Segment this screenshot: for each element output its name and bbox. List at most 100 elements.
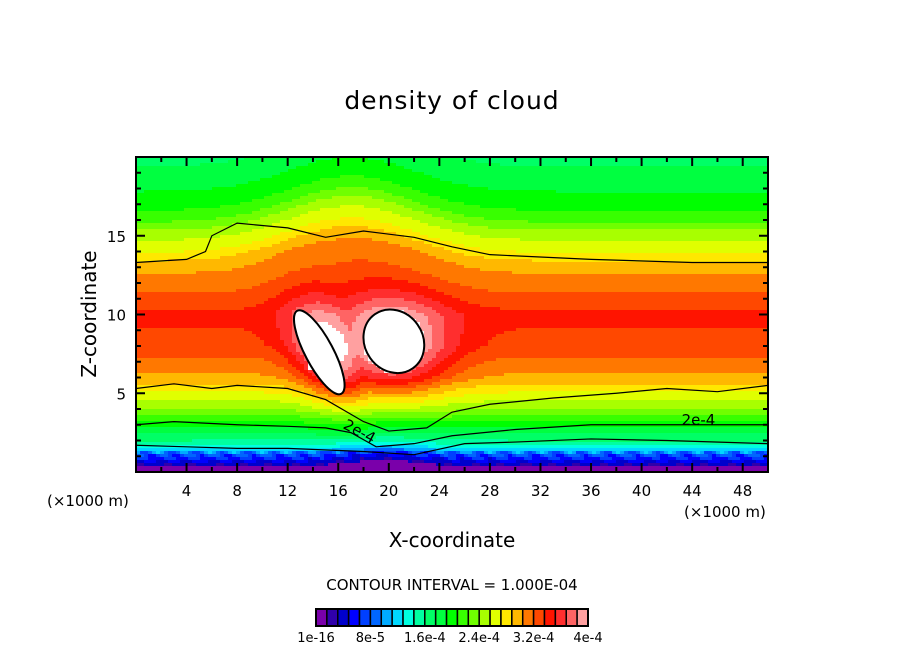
field-cell [452, 220, 528, 223]
field-cell [284, 451, 288, 454]
field-cell [464, 322, 768, 325]
field-cell [444, 316, 464, 319]
field-cell [648, 463, 660, 466]
field-cell [312, 280, 320, 283]
field-cell [136, 445, 340, 448]
field-cell [316, 301, 320, 304]
field-cell [276, 253, 428, 256]
field-cell [344, 457, 352, 460]
field-cell [284, 367, 296, 370]
field-cell [440, 379, 468, 382]
field-cell [272, 346, 288, 349]
field-cell [388, 241, 424, 244]
colorbar-swatch [380, 608, 393, 627]
field-cell [308, 163, 396, 166]
field-cell [324, 457, 332, 460]
field-cell [696, 451, 700, 454]
field-cell [412, 169, 768, 172]
field-cell [356, 379, 424, 382]
field-cell [276, 313, 292, 316]
field-cell [220, 205, 272, 208]
field-cell [496, 457, 508, 460]
field-cell [744, 454, 748, 457]
field-cell [288, 349, 296, 352]
field-cell [136, 406, 312, 409]
field-cell [320, 190, 384, 193]
field-cell [424, 349, 428, 352]
field-cell [312, 334, 344, 337]
colorbar-swatch [565, 608, 578, 627]
field-cell [300, 295, 336, 298]
field-cell [136, 298, 268, 301]
field-cell [448, 454, 456, 457]
field-cell [416, 361, 428, 364]
field-cell [260, 178, 320, 181]
field-cell [352, 391, 368, 394]
field-cell [308, 460, 336, 463]
field-cell [280, 202, 308, 205]
colorbar-swatch [489, 608, 502, 627]
field-cell [648, 451, 652, 454]
field-cell [616, 451, 620, 454]
field-cell [356, 304, 424, 307]
field-cell [424, 400, 484, 403]
field-cell [292, 364, 304, 367]
field-cell [480, 235, 768, 238]
field-cell [264, 238, 288, 241]
field-cell [404, 436, 768, 439]
field-cell [136, 376, 276, 379]
field-cell [136, 328, 244, 331]
field-cell [364, 301, 416, 304]
field-cell [412, 391, 444, 394]
field-cell [624, 451, 628, 454]
field-cell [476, 349, 768, 352]
field-cell [188, 463, 196, 466]
field-cell [160, 454, 168, 457]
field-cell [216, 217, 260, 220]
field-cell [500, 163, 768, 166]
field-cell [412, 268, 480, 271]
field-cell [308, 427, 368, 430]
colorbar-tick-label: 2.4e-4 [458, 631, 500, 646]
field-cell [272, 244, 304, 247]
field-cell [692, 454, 696, 457]
field-cell [588, 451, 592, 454]
field-cell [476, 160, 768, 163]
field-cell [468, 367, 768, 370]
field-cell [688, 451, 692, 454]
contour-line [136, 420, 768, 448]
field-cell [480, 454, 488, 457]
field-cell [136, 244, 240, 247]
colorbar-swatch [413, 608, 426, 627]
field-cell [168, 460, 180, 463]
field-cell [344, 382, 360, 385]
field-cell [412, 187, 488, 190]
colorbar-swatch [424, 608, 437, 627]
field-cell [380, 220, 420, 223]
field-cell [368, 391, 372, 394]
field-cell [308, 451, 316, 454]
field-cell [444, 337, 460, 340]
field-cell [412, 208, 440, 211]
field-cell [444, 391, 508, 394]
field-cell [260, 373, 292, 376]
field-cell [620, 451, 624, 454]
field-cell [628, 460, 644, 463]
field-cell [468, 454, 476, 457]
field-cell [296, 358, 304, 361]
x-tick-label: 44 [683, 482, 702, 500]
field-cell [452, 415, 768, 418]
field-cell [296, 367, 304, 370]
field-cell [428, 223, 468, 226]
field-cell [452, 307, 500, 310]
colorbar-frame [315, 608, 589, 627]
field-cell [392, 277, 440, 280]
field-cell [412, 376, 432, 379]
field-cell [508, 391, 768, 394]
field-cell [136, 451, 140, 454]
field-cell [308, 211, 392, 214]
field-cell [368, 376, 412, 379]
field-cell [292, 451, 296, 454]
field-cell [428, 322, 444, 325]
